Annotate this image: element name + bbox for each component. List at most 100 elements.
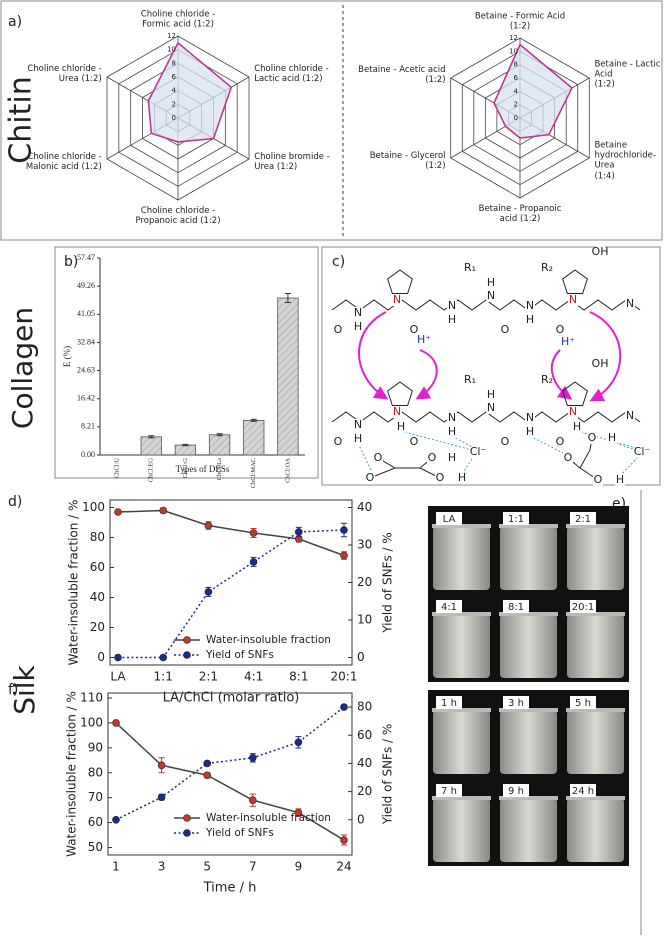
- atom-label: N: [393, 405, 401, 418]
- category-label: Betaine - Propanoic acid (1:2): [478, 204, 562, 225]
- panel-label: b): [64, 254, 78, 270]
- section-label: Chitin: [4, 76, 39, 163]
- atom-label: OH: [592, 357, 609, 370]
- marker: [112, 719, 120, 727]
- y-tick-label: 41.05: [77, 309, 95, 318]
- atom-label: O: [564, 451, 573, 464]
- radar-area: [493, 43, 573, 139]
- marker: [157, 793, 166, 802]
- r-tick-label: 8: [172, 59, 176, 67]
- error-bar: [216, 433, 223, 437]
- atom-label: N: [569, 293, 577, 306]
- x-tick-label: 2:1: [199, 670, 218, 684]
- beaker: [433, 526, 490, 590]
- label-bg: [568, 294, 578, 306]
- photo-label-bg: [570, 784, 596, 797]
- panel-c-frame: [321, 246, 661, 486]
- x-tick-label: ChCl:OA: [284, 458, 291, 483]
- atom-label: R₂: [541, 373, 553, 386]
- marker: [203, 759, 211, 768]
- x-tick-label: ChCl:La: [216, 458, 223, 481]
- x-tick-label: 24: [336, 860, 351, 874]
- category-label: Choline chloride - Propanoic acid (1:2): [135, 206, 221, 227]
- label-bg: [447, 300, 457, 312]
- atom-label: H: [448, 451, 456, 464]
- marker: [340, 836, 348, 844]
- y-tick-label: 70: [88, 790, 103, 804]
- label-bg: [625, 298, 635, 310]
- section-label: Silk: [8, 664, 41, 714]
- oxalic-acid: [369, 467, 441, 479]
- beaker-rim: [566, 708, 625, 712]
- y2-tick-label: 60: [357, 728, 372, 742]
- series-line: [118, 529, 345, 659]
- atom-label: H: [448, 313, 456, 326]
- photo-label-bg: [436, 696, 462, 709]
- arrow: [358, 311, 389, 400]
- y2-axis-label: Yield of SNFs / %: [381, 532, 395, 634]
- atom-label: N: [526, 299, 534, 312]
- atom-label: OH: [592, 245, 609, 258]
- photo-label: 9 h: [508, 786, 524, 797]
- label-bg: [457, 472, 467, 484]
- r-tick-label: 0: [172, 114, 176, 122]
- beaker: [500, 614, 557, 678]
- label-bg: [427, 452, 437, 464]
- label-bg: [607, 432, 617, 444]
- label-bg: [447, 426, 457, 438]
- y-tick-label: 0.00: [81, 450, 95, 459]
- marker: [249, 796, 257, 804]
- photo-label: 4:1: [441, 602, 457, 613]
- legend-marker: [183, 651, 191, 659]
- label-bg: [572, 421, 582, 433]
- atom-label: H: [487, 276, 495, 289]
- marker: [159, 506, 167, 515]
- atom-label: H: [397, 420, 405, 433]
- marker: [204, 521, 213, 530]
- beaker-rim: [566, 612, 625, 616]
- x-tick-label: 8:1: [289, 670, 308, 684]
- atom-label: H: [448, 425, 456, 438]
- marker: [157, 761, 166, 770]
- y-tick-label: 80: [90, 530, 105, 544]
- label-bg: [486, 389, 496, 401]
- label-bg: [615, 474, 625, 486]
- x-axis-label: Time / h: [203, 881, 257, 896]
- photo-label-bg: [436, 600, 462, 613]
- label-bg: [637, 446, 647, 458]
- atom-label: Cl⁻: [470, 445, 487, 458]
- atom-label: O: [410, 323, 419, 336]
- x-axis-label: Types of DESs: [176, 464, 230, 474]
- atom-label: O: [374, 451, 383, 464]
- category-label: Choline chloride - Malonic acid (1:2): [25, 151, 102, 172]
- beaker-rim: [499, 612, 558, 616]
- r-tick-label: 10: [167, 46, 176, 54]
- x-tick-label: 7: [249, 860, 257, 874]
- y2-tick-label: 0: [357, 650, 365, 664]
- beaker-rim: [499, 708, 558, 712]
- marker: [203, 771, 211, 780]
- x-axis-label: LA/ChCl (molar ratio): [163, 691, 300, 706]
- x-tick-label: 5: [203, 860, 211, 874]
- atom-label: O: [594, 473, 603, 486]
- label-bg: [563, 452, 573, 464]
- beaker: [567, 526, 624, 590]
- beaker: [433, 798, 490, 862]
- y-tick-label: 49.26: [77, 281, 95, 290]
- atom-label: R₁: [464, 261, 476, 274]
- photo-label-bg: [503, 784, 529, 797]
- label-bg: [353, 307, 363, 319]
- atom-label: N: [487, 401, 495, 414]
- marker: [340, 703, 348, 711]
- category-label: Betaine - Lactic Acid (1:2): [594, 59, 661, 91]
- label-bg: [593, 474, 603, 486]
- label-bg: [447, 452, 457, 464]
- beaker-rim: [499, 524, 558, 528]
- y2-tick-label: 20: [357, 784, 372, 798]
- arrow: [550, 349, 573, 400]
- atom-label: O: [436, 471, 445, 484]
- y-tick-label: 80: [88, 765, 103, 779]
- error-bar: [284, 293, 291, 303]
- atom-label: H⁺: [561, 335, 575, 348]
